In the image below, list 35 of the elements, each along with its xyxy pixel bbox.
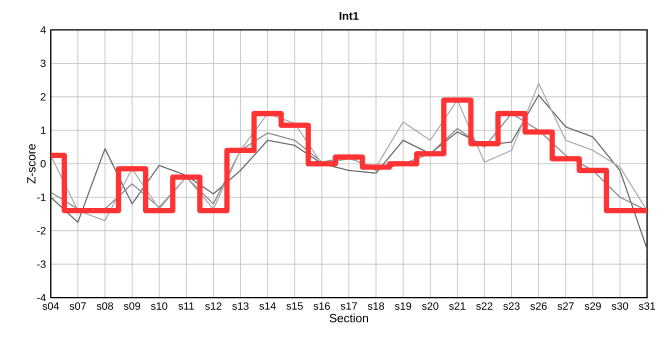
- x-tick-label: s16: [314, 302, 330, 310]
- y-tick-label: -3: [37, 260, 46, 268]
- x-tick-label: s12: [205, 302, 222, 310]
- x-tick-label: s31: [638, 302, 656, 310]
- y-tick-label: 2: [40, 92, 46, 100]
- x-tick-label: s17: [340, 302, 357, 310]
- x-tick-label: s18: [368, 302, 384, 310]
- x-tick-label: s14: [259, 302, 276, 310]
- y-tick-label: -2: [37, 226, 46, 234]
- x-tick-label: s30: [612, 302, 628, 310]
- x-tick-label: s26: [530, 302, 547, 310]
- x-tick-label: s11: [178, 302, 194, 310]
- y-tick-label: 3: [40, 59, 46, 67]
- y-tick-label: 1: [41, 126, 46, 134]
- x-tick-label: s15: [286, 302, 303, 310]
- x-tick-label: s23: [503, 302, 520, 310]
- x-tick-label: s09: [124, 302, 140, 310]
- x-tick-label: s29: [584, 302, 601, 310]
- x-tick-label: s27: [558, 302, 574, 310]
- y-tick-label: -1: [37, 193, 46, 201]
- x-tick-label: s20: [422, 302, 438, 310]
- y-tick-label: -4: [37, 294, 46, 302]
- y-tick-label: 4: [40, 26, 46, 34]
- x-tick-label: s08: [96, 302, 114, 310]
- y-axis-title: Z-score: [27, 144, 36, 184]
- x-tick-label: s10: [150, 302, 168, 310]
- x-tick-label: s19: [394, 302, 412, 310]
- y-tick-label: 0: [40, 160, 46, 168]
- x-tick-label: s22: [476, 302, 492, 310]
- chart-title: Int1: [340, 12, 359, 20]
- x-tick-label: s21: [449, 302, 466, 310]
- x-tick-label: s07: [70, 302, 86, 310]
- x-tick-label: s13: [232, 302, 249, 310]
- x-axis-title: Section: [330, 313, 368, 322]
- x-tick-label: s04: [42, 302, 59, 310]
